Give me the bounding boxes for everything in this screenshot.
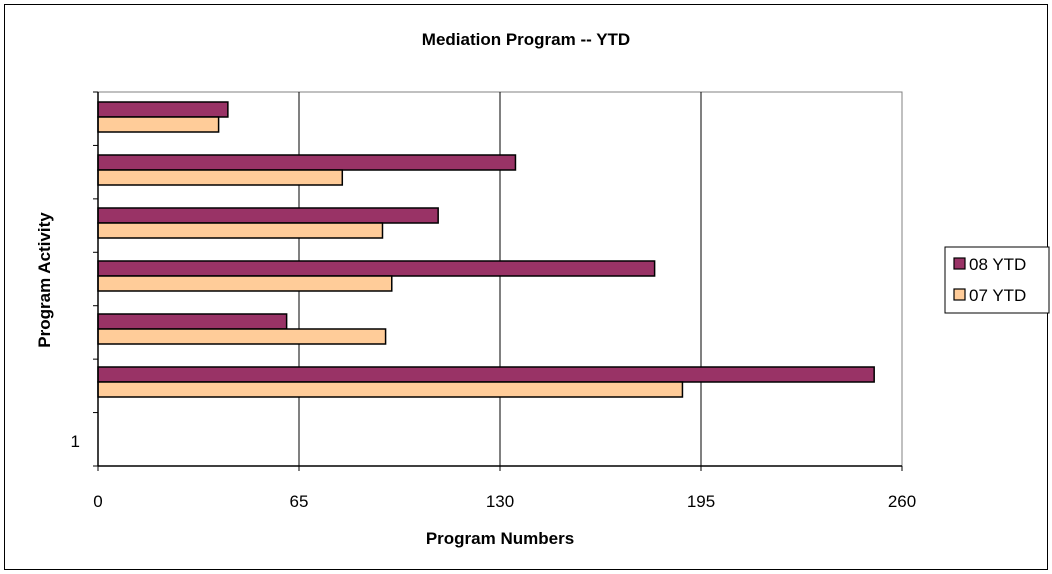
bar-07-ytd	[97, 381, 684, 398]
bar-08-ytd	[97, 260, 656, 277]
y-axis-title: Program Activity	[35, 212, 54, 348]
bar-07-ytd	[97, 116, 220, 133]
y-tick-labels: 1	[71, 432, 80, 451]
legend: 08 YTD 07 YTD	[944, 246, 1050, 314]
legend-swatch	[953, 288, 966, 301]
bar-08-ytd	[97, 366, 875, 383]
bar-07-ytd	[97, 169, 344, 186]
bar-07-ytd	[97, 328, 387, 345]
bar-08-ytd	[97, 207, 439, 224]
x-tick-label: 195	[687, 492, 715, 511]
bar-07-ytd	[97, 222, 384, 239]
x-tick-labels: 0 65 130 195 260	[93, 492, 916, 511]
x-tick-label: 130	[486, 492, 514, 511]
y-tick-label: 1	[71, 432, 80, 451]
bar-07-ytd	[97, 275, 393, 292]
bars	[97, 101, 875, 398]
x-tick-label: 0	[93, 492, 102, 511]
x-axis-title: Program Numbers	[426, 529, 574, 548]
x-tick-label: 260	[888, 492, 916, 511]
bar-08-ytd	[97, 101, 229, 118]
bar-08-ytd	[97, 154, 517, 171]
legend-swatch	[953, 257, 966, 270]
chart-title: Mediation Program -- YTD	[422, 30, 630, 49]
bar-08-ytd	[97, 313, 288, 330]
legend-label: 07 YTD	[969, 286, 1026, 305]
x-tick-label: 65	[290, 492, 309, 511]
axes	[93, 91, 903, 471]
legend-label: 08 YTD	[969, 255, 1026, 274]
